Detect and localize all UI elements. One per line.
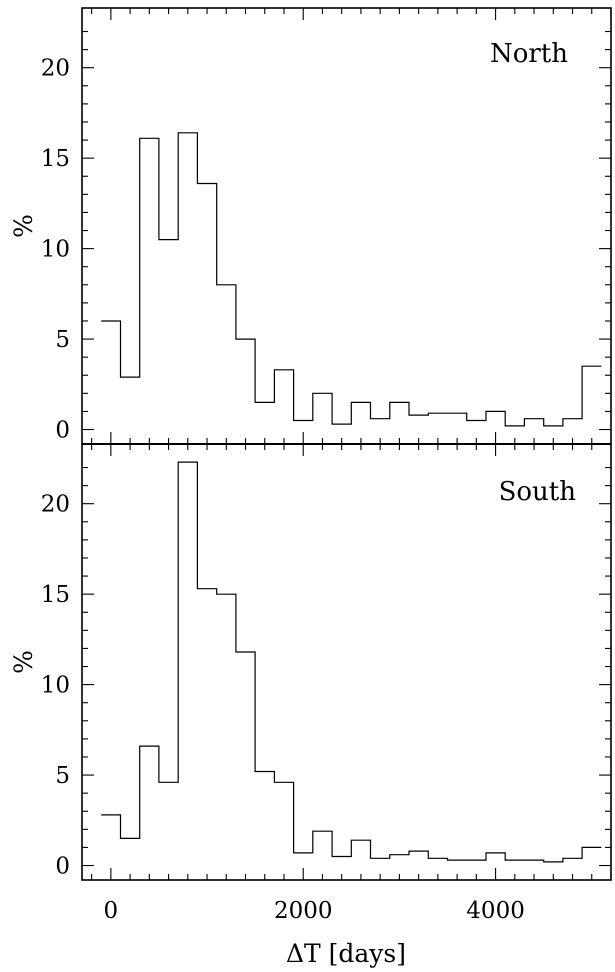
north-y-axis-label: % (9, 214, 38, 238)
north-histogram-line (101, 132, 602, 427)
y-tick-label: 0 (55, 418, 70, 444)
y-tick-label: 15 (41, 146, 70, 172)
y-tick-label: 5 (55, 763, 70, 789)
x-tick-labels: 0 2000 4000 (104, 898, 525, 924)
x-tick-label: 0 (104, 898, 119, 924)
south-histogram-line (101, 461, 602, 863)
y-tick-label: 20 (41, 56, 70, 82)
x-tick-label: 2000 (274, 898, 333, 924)
south-y-axis-label: % (9, 650, 38, 674)
y-tick-label: 15 (41, 582, 70, 608)
south-panel-label: South (499, 477, 577, 507)
y-tick-label: 20 (41, 492, 70, 518)
y-tick-label: 10 (41, 673, 70, 699)
north-y-tick-labels: 0 5 10 15 20 (41, 56, 70, 444)
south-tick-group (82, 444, 612, 880)
south-y-tick-labels: 0 5 10 15 20 (41, 492, 70, 880)
y-tick-label: 0 (55, 854, 70, 880)
x-tick-label: 4000 (466, 898, 525, 924)
north-panel: 0 5 10 15 20 North % (9, 7, 612, 445)
y-tick-label: 10 (41, 237, 70, 263)
y-tick-label: 5 (55, 327, 70, 353)
north-panel-label: North (490, 39, 568, 69)
south-plot-frame (81, 443, 612, 881)
south-panel: 0 5 10 15 20 0 2000 4000 South % ΔT [days] (9, 443, 612, 968)
x-axis-label: ΔT [days] (286, 939, 406, 968)
north-tick-group (82, 8, 612, 444)
north-plot-frame (81, 7, 612, 445)
